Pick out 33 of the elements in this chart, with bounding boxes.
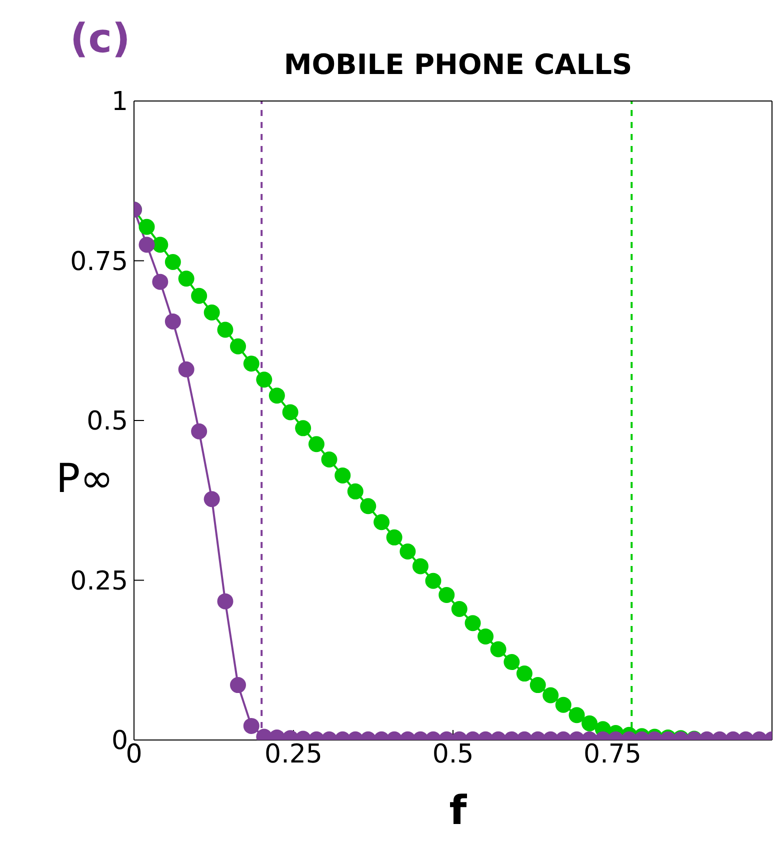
- point: [164, 254, 181, 270]
- text: (c): [70, 16, 130, 62]
- point: [217, 322, 234, 338]
- point: [191, 423, 208, 440]
- point: [268, 388, 285, 404]
- point: [295, 420, 312, 436]
- point: [138, 236, 155, 253]
- point: [138, 218, 155, 235]
- point: [178, 361, 194, 378]
- point: [243, 356, 260, 372]
- x-tick-label: 0.25: [264, 739, 322, 770]
- point: [178, 270, 194, 287]
- point: [321, 451, 338, 468]
- x-tick-label: 0.5: [432, 739, 474, 770]
- y-tick-label: 1: [111, 87, 128, 118]
- point: [347, 483, 364, 500]
- point: [164, 313, 181, 330]
- x-tick-label: 0.75: [584, 739, 642, 770]
- point: [204, 304, 220, 321]
- point: [282, 404, 298, 420]
- point: [256, 372, 272, 388]
- chart-title: MOBILE PHONE CALLS: [282, 48, 634, 81]
- point: [308, 436, 324, 452]
- y-tick-label: 0.75: [70, 246, 128, 277]
- point: [152, 236, 168, 253]
- y-tick-label: 0.25: [70, 566, 128, 596]
- point: [152, 274, 168, 290]
- point: [334, 467, 351, 484]
- x-axis-title: f: [448, 788, 468, 834]
- y-tick-label: 0.5: [86, 406, 128, 437]
- y-axis-title: P∞: [56, 456, 114, 502]
- point: [191, 288, 208, 304]
- point: [230, 338, 246, 354]
